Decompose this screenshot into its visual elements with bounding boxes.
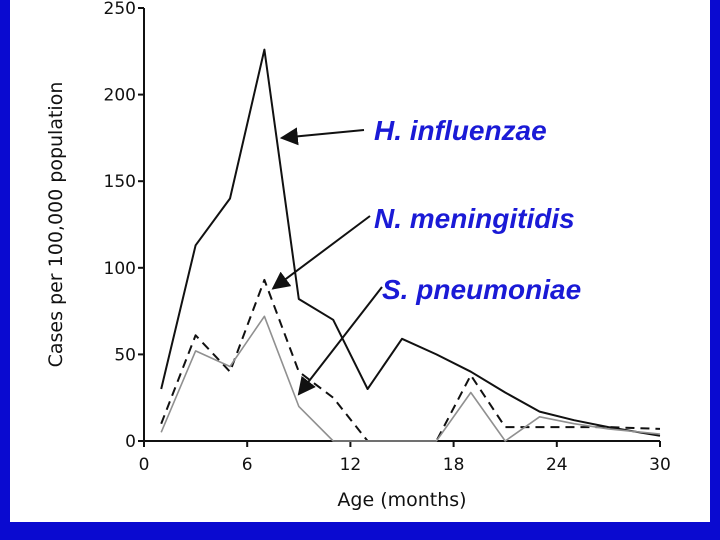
x-tick-label: 24 <box>546 455 568 475</box>
y-axis-label: Cases per 100,000 population <box>45 82 67 368</box>
slide-frame: 0 50 100 150 200 250 0 6 12 18 24 30 H. influenzae N… <box>10 0 710 522</box>
annotation-layer: H. influenzae N. meningitidis S. pneumonia… <box>271 115 581 396</box>
series-line-1 <box>160 48 661 437</box>
x-tick-label: 0 <box>139 455 150 475</box>
series-layer <box>160 48 661 442</box>
series-line-3 <box>160 315 661 442</box>
y-tick-label: 200 <box>104 86 136 106</box>
y-tick-label: 250 <box>104 0 136 19</box>
annotation-label-2: N. meningitidis <box>374 203 575 234</box>
line-chart: 0 50 100 150 200 250 0 6 12 18 24 30 H. influenzae N… <box>45 0 671 511</box>
annotation-label-3: S. pneumoniae <box>382 274 581 305</box>
x-tick-label: 30 <box>649 455 671 475</box>
annotation-label-1: H. influenzae <box>374 115 547 146</box>
axes: 0 50 100 150 200 250 0 6 12 18 24 30 <box>104 0 671 475</box>
y-tick-label: 100 <box>104 259 136 279</box>
annotation-arrow-3 <box>297 286 383 396</box>
x-axis-label: Age (months) <box>337 489 466 511</box>
x-tick-label: 18 <box>443 455 465 475</box>
x-tick-label: 12 <box>340 455 362 475</box>
y-tick-label: 150 <box>104 172 136 192</box>
annotation-arrow-1 <box>279 127 365 146</box>
y-tick-label: 50 <box>114 345 136 365</box>
annotation-arrow-2 <box>271 215 371 290</box>
x-tick-label: 6 <box>242 455 253 475</box>
y-tick-label: 0 <box>125 432 136 452</box>
